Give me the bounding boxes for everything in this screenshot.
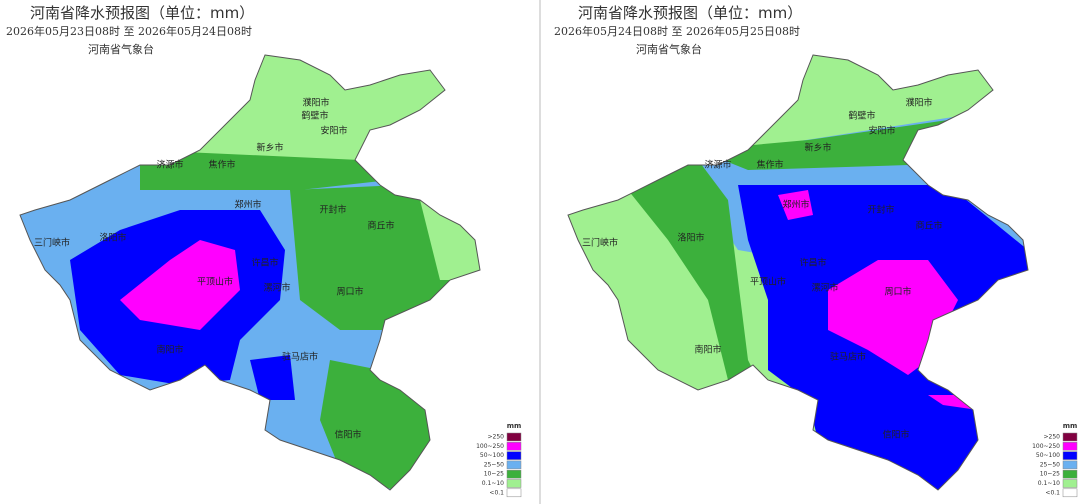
legend-unit: mm xyxy=(507,422,522,430)
city-label: 平顶山市 xyxy=(197,276,233,288)
city-label: 三门峡市 xyxy=(34,237,70,249)
city-label: 郑州市 xyxy=(782,199,809,211)
city-label: 商丘市 xyxy=(367,220,394,232)
legend-swatch xyxy=(506,460,522,470)
city-label: 驻马店市 xyxy=(830,351,866,363)
legend-swatch xyxy=(506,451,522,460)
legend-swatch xyxy=(1062,479,1078,488)
legend-label: >250 xyxy=(488,434,505,441)
city-label: 济源市 xyxy=(704,159,731,171)
city-label: 焦作市 xyxy=(208,159,235,171)
legend-label: 100~250 xyxy=(476,443,504,450)
legend-swatch xyxy=(506,469,522,479)
agency: 河南省气象台 xyxy=(636,42,702,56)
city-label: 鹤壁市 xyxy=(848,110,875,122)
city-label: 新乡市 xyxy=(256,142,283,154)
legend-label: >250 xyxy=(1044,434,1061,441)
legend-label: 100~250 xyxy=(1032,443,1060,450)
title: 河南省降水预报图（单位：mm） xyxy=(578,4,802,22)
city-label: 洛阳市 xyxy=(677,232,704,244)
legend-swatch xyxy=(1062,451,1078,460)
agency: 河南省气象台 xyxy=(88,42,154,56)
city-label: 焦作市 xyxy=(756,159,783,171)
legend-label: 50~100 xyxy=(480,452,504,459)
city-label: 周口市 xyxy=(336,286,363,298)
city-label: 商丘市 xyxy=(915,220,942,232)
city-label: 周口市 xyxy=(884,286,911,298)
city-label: 许昌市 xyxy=(251,257,278,269)
legend-swatch xyxy=(1062,432,1078,442)
map-left xyxy=(20,55,480,490)
map-right xyxy=(567,54,1029,491)
legend-swatch xyxy=(506,442,522,451)
period: 2026年05月23日08时 至 2026年05月24日08时 xyxy=(6,24,252,38)
legend-label: 25~50 xyxy=(484,461,504,468)
title: 河南省降水预报图（单位：mm） xyxy=(30,4,254,22)
city-label: 鹤壁市 xyxy=(301,110,328,122)
legend-label: 0.1~10 xyxy=(1038,480,1060,487)
legend-label: 10~25 xyxy=(484,471,504,478)
city-label: 洛阳市 xyxy=(99,232,126,244)
city-label: 济源市 xyxy=(156,159,183,171)
legend-unit: mm xyxy=(1063,422,1078,430)
city-label: 漯河市 xyxy=(263,282,290,294)
legend-swatch xyxy=(506,432,522,442)
city-label: 信阳市 xyxy=(882,429,909,441)
city-label: 信阳市 xyxy=(334,429,361,441)
legend-swatch xyxy=(1062,469,1078,479)
legend-label: 10~25 xyxy=(1040,471,1060,478)
city-label: 南阳市 xyxy=(694,344,721,356)
city-label: 新乡市 xyxy=(804,142,831,154)
legend-label: <0.1 xyxy=(489,489,504,496)
legend-label: 50~100 xyxy=(1036,452,1060,459)
city-label: 郑州市 xyxy=(234,199,261,211)
city-label: 开封市 xyxy=(867,204,894,216)
city-label: 平顶山市 xyxy=(750,276,786,288)
city-label: 濮阳市 xyxy=(905,97,932,109)
legend-swatch xyxy=(506,479,522,488)
city-label: 漯河市 xyxy=(811,282,838,294)
legend-swatch xyxy=(1062,460,1078,470)
city-label: 安阳市 xyxy=(320,125,347,137)
city-label: 濮阳市 xyxy=(302,97,329,109)
period: 2026年05月24日08时 至 2026年05月25日08时 xyxy=(554,24,800,38)
legend-label: <0.1 xyxy=(1045,489,1060,496)
legend-label: 25~50 xyxy=(1040,461,1060,468)
city-label: 许昌市 xyxy=(799,257,826,269)
legend-swatch xyxy=(506,488,522,498)
city-label: 驻马店市 xyxy=(282,351,318,363)
city-label: 安阳市 xyxy=(868,125,895,137)
city-label: 开封市 xyxy=(319,204,346,216)
legend-label: 0.1~10 xyxy=(482,480,504,487)
city-label: 三门峡市 xyxy=(582,237,618,249)
legend-swatch xyxy=(1062,442,1078,451)
legend-swatch xyxy=(1062,488,1078,498)
city-label: 南阳市 xyxy=(156,344,183,356)
